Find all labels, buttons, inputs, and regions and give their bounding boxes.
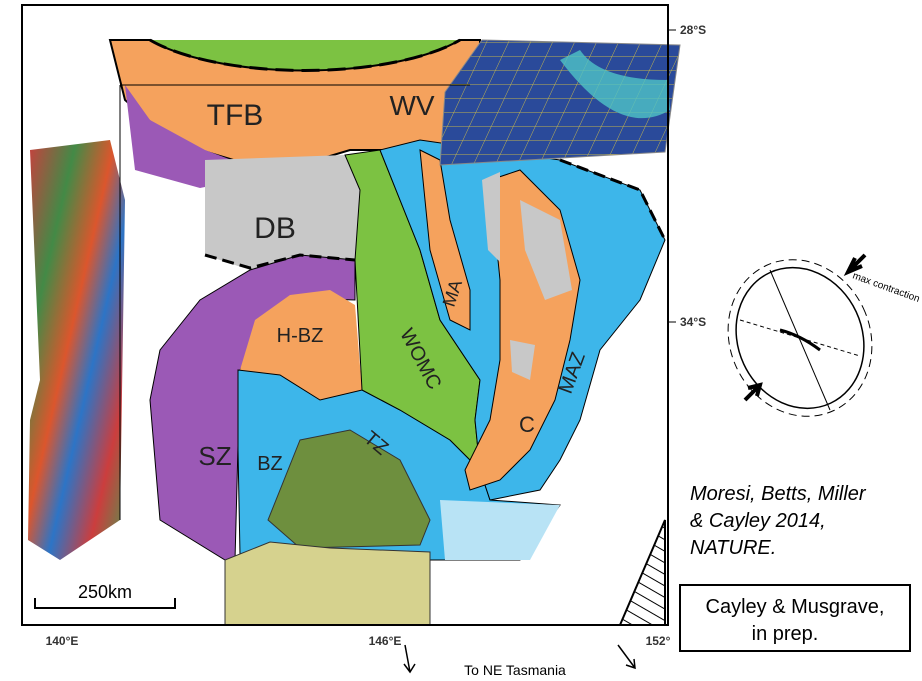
magnetic-image <box>28 140 125 560</box>
latitude-label: 34°S <box>680 315 706 329</box>
zone-label: BZ <box>257 453 283 475</box>
longitude-label: 146°E <box>369 634 402 648</box>
zone-label: DB <box>254 212 296 245</box>
citation-line: Moresi, Betts, Miller <box>690 483 867 505</box>
page: TFB WV DB H-BZ MA WOMC SZ BZ TZ C MAZ 28… <box>0 0 922 681</box>
zone-label: H-BZ <box>277 325 324 347</box>
hatched-block <box>620 520 665 625</box>
note-line: Cayley & Musgrave, <box>706 596 885 618</box>
longitude-label: 152° <box>646 634 671 648</box>
note-line: in prep. <box>752 623 819 645</box>
zone-label: TFB <box>207 99 264 132</box>
latitude-label: 28°S <box>680 23 706 37</box>
arrow <box>404 645 415 672</box>
citation: Moresi, Betts, Miller & Cayley 2014, NAT… <box>690 483 867 559</box>
longitude-label: 140°E <box>46 634 79 648</box>
arrow <box>618 645 635 668</box>
citation-line: & Cayley 2014, <box>690 510 826 532</box>
direction-note: To NE Tasmania <box>464 662 566 678</box>
zone-label: C <box>519 412 535 437</box>
zone-label: WV <box>389 90 434 121</box>
zone-label: SZ <box>198 441 231 471</box>
citation-line: NATURE. <box>690 537 776 559</box>
note-box: Cayley & Musgrave, in prep. <box>680 585 910 651</box>
stress-diagram: max contraction <box>703 236 921 440</box>
light-blue-zone <box>440 500 560 560</box>
map: TFB WV DB H-BZ MA WOMC SZ BZ TZ C MAZ 28… <box>22 5 706 678</box>
tasmania-land <box>225 542 430 625</box>
stress-label: max contraction <box>851 270 921 304</box>
scale-bar-label: 250km <box>78 582 132 602</box>
